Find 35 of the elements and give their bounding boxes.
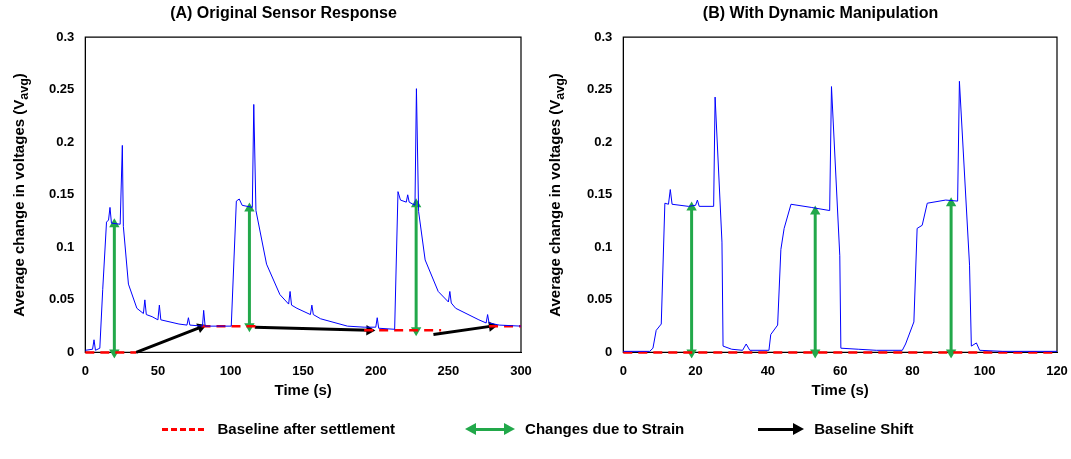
- x-tick-label: 120: [1046, 362, 1068, 378]
- y-tick-label: 0.2: [56, 133, 75, 149]
- x-tick-label: 0: [81, 362, 89, 378]
- x-tick-label: 80: [905, 362, 920, 378]
- legend-label: Changes due to Strain: [525, 420, 685, 437]
- x-tick-label: 100: [973, 362, 996, 378]
- chart-title: (A) Original Sensor Response: [170, 4, 397, 22]
- y-tick-label: 0.2: [594, 133, 613, 149]
- y-tick-label: 0: [67, 343, 75, 359]
- x-tick-label: 200: [364, 362, 387, 378]
- y-tick-label: 0.05: [586, 291, 613, 307]
- legend-label: Baseline Shift: [814, 420, 914, 437]
- x-axis-title: Time (s): [811, 381, 869, 399]
- y-tick-label: 0: [605, 343, 613, 359]
- legend-label: Baseline after settlement: [217, 420, 396, 437]
- x-tick-label: 40: [760, 362, 776, 378]
- x-tick-label: 300: [510, 362, 532, 378]
- x-tick-label: 0: [619, 362, 627, 378]
- y-tick-label: 0.25: [48, 81, 75, 97]
- y-tick-label: 0.15: [48, 186, 75, 202]
- y-tick-label: 0.3: [594, 28, 613, 44]
- y-tick-label: 0.1: [56, 238, 75, 254]
- y-tick-label: 0.05: [48, 291, 75, 307]
- x-axis-title: Time (s): [274, 381, 332, 399]
- chart-title: (B) With Dynamic Manipulation: [702, 4, 939, 22]
- y-tick-label: 0.25: [586, 81, 613, 97]
- y-tick-label: 0.15: [586, 186, 613, 202]
- y-tick-label: 0.1: [594, 238, 613, 254]
- x-tick-label: 250: [437, 362, 460, 378]
- x-tick-label: 20: [688, 362, 703, 378]
- x-tick-label: 60: [832, 362, 848, 378]
- x-tick-label: 100: [219, 362, 242, 378]
- y-tick-label: 0.3: [56, 28, 75, 44]
- x-tick-label: 150: [292, 362, 314, 378]
- x-tick-label: 50: [150, 362, 166, 378]
